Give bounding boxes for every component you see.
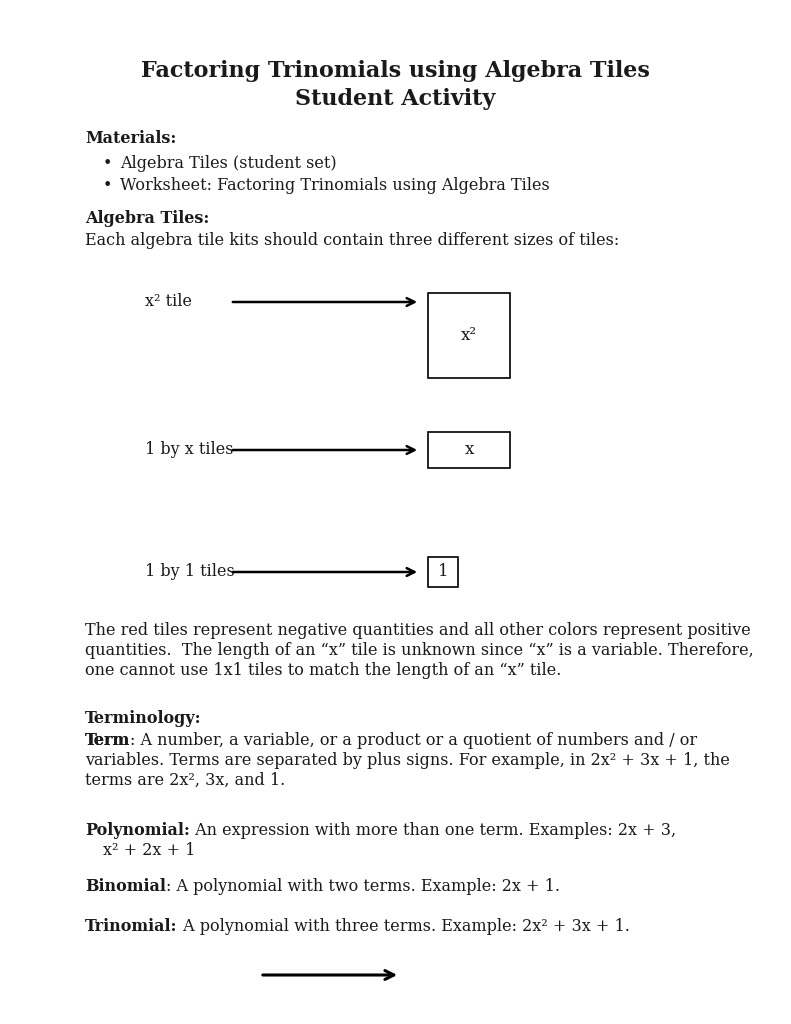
Text: An expression with more than one term. Examples: 2x + 3,: An expression with more than one term. E… (190, 822, 676, 839)
Text: Factoring Trinomials using Algebra Tiles: Factoring Trinomials using Algebra Tiles (141, 60, 650, 82)
Text: quantities.  The length of an “x” tile is unknown since “x” is a variable. There: quantities. The length of an “x” tile is… (85, 642, 754, 659)
Text: x² + 2x + 1: x² + 2x + 1 (103, 842, 195, 859)
Text: Term: Term (85, 732, 131, 749)
Text: x² tile: x² tile (145, 294, 192, 310)
Text: x²: x² (461, 327, 477, 344)
Text: Term: Term (85, 732, 131, 749)
Text: : A number, a variable, or a product or a quotient of numbers and / or: : A number, a variable, or a product or … (131, 732, 698, 749)
Text: A polynomial with three terms. Example: 2x² + 3x + 1.: A polynomial with three terms. Example: … (177, 918, 630, 935)
Bar (428, 432, 510, 468)
Text: one cannot use 1x1 tiles to match the length of an “x” tile.: one cannot use 1x1 tiles to match the le… (85, 662, 562, 679)
Text: Terminology:: Terminology: (85, 710, 202, 727)
Text: Algebra Tiles:: Algebra Tiles: (85, 210, 210, 227)
Bar (428, 557, 458, 587)
Text: Worksheet: Factoring Trinomials using Algebra Tiles: Worksheet: Factoring Trinomials using Al… (120, 177, 550, 194)
Text: 1 by 1 tiles: 1 by 1 tiles (145, 563, 235, 581)
Text: Materials:: Materials: (85, 130, 176, 147)
Text: terms are 2x², 3x, and 1.: terms are 2x², 3x, and 1. (85, 772, 286, 790)
Text: Student Activity: Student Activity (295, 88, 496, 110)
Bar (428, 293, 510, 378)
Text: 1: 1 (437, 563, 448, 581)
Text: Binomial: Binomial (85, 878, 166, 895)
Text: Polynomial:: Polynomial: (85, 822, 190, 839)
Text: x: x (464, 441, 474, 459)
Text: •: • (103, 155, 112, 172)
Text: •: • (103, 177, 112, 194)
Text: Algebra Tiles (student set): Algebra Tiles (student set) (120, 155, 337, 172)
Text: variables. Terms are separated by plus signs. For example, in 2x² + 3x + 1, the: variables. Terms are separated by plus s… (85, 752, 730, 769)
Text: 1 by x tiles: 1 by x tiles (145, 441, 233, 459)
Text: Trinomial:: Trinomial: (85, 918, 177, 935)
Text: Each algebra tile kits should contain three different sizes of tiles:: Each algebra tile kits should contain th… (85, 232, 619, 249)
Text: The red tiles represent negative quantities and all other colors represent posit: The red tiles represent negative quantit… (85, 622, 751, 639)
Text: : A polynomial with two terms. Example: 2x + 1.: : A polynomial with two terms. Example: … (166, 878, 560, 895)
